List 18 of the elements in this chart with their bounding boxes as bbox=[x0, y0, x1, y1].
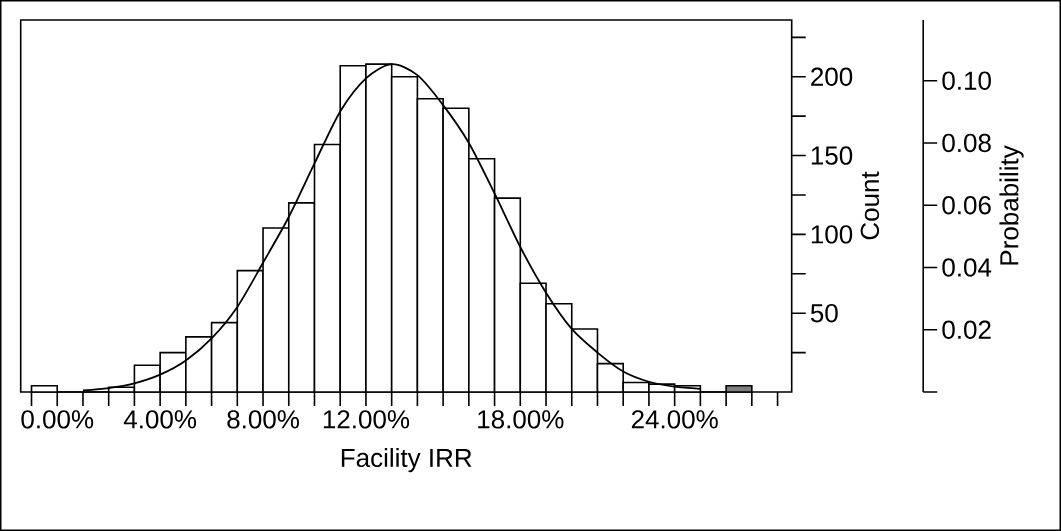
y2-tick-label: 0.02 bbox=[942, 320, 991, 339]
x-tick-label: 4.00% bbox=[123, 410, 197, 429]
y-tick-label: 200 bbox=[811, 67, 853, 86]
x-tick-label: 24.00% bbox=[631, 410, 718, 429]
y-tick-label: 100 bbox=[811, 225, 853, 244]
y2-tick-label: 0.08 bbox=[942, 133, 991, 153]
x-tick-label: 18.00% bbox=[478, 410, 564, 429]
y-tick-label: 50 bbox=[810, 303, 838, 323]
y-tick-label: 150 bbox=[811, 146, 853, 165]
y2-axis-title: Probability bbox=[999, 145, 1024, 265]
y-axis-title: Count bbox=[860, 171, 880, 240]
x-tick-label: 8.00% bbox=[227, 410, 299, 429]
y2-tick-label: 0.04 bbox=[942, 258, 992, 277]
y2-tick-label: 0.06 bbox=[942, 196, 991, 215]
x-axis-title: Facility IRR bbox=[341, 448, 472, 473]
x-tick-label: 12.00% bbox=[323, 410, 410, 429]
y2-tick-label: 0.10 bbox=[942, 71, 991, 90]
x-tick-label: 0.00% bbox=[21, 410, 94, 429]
